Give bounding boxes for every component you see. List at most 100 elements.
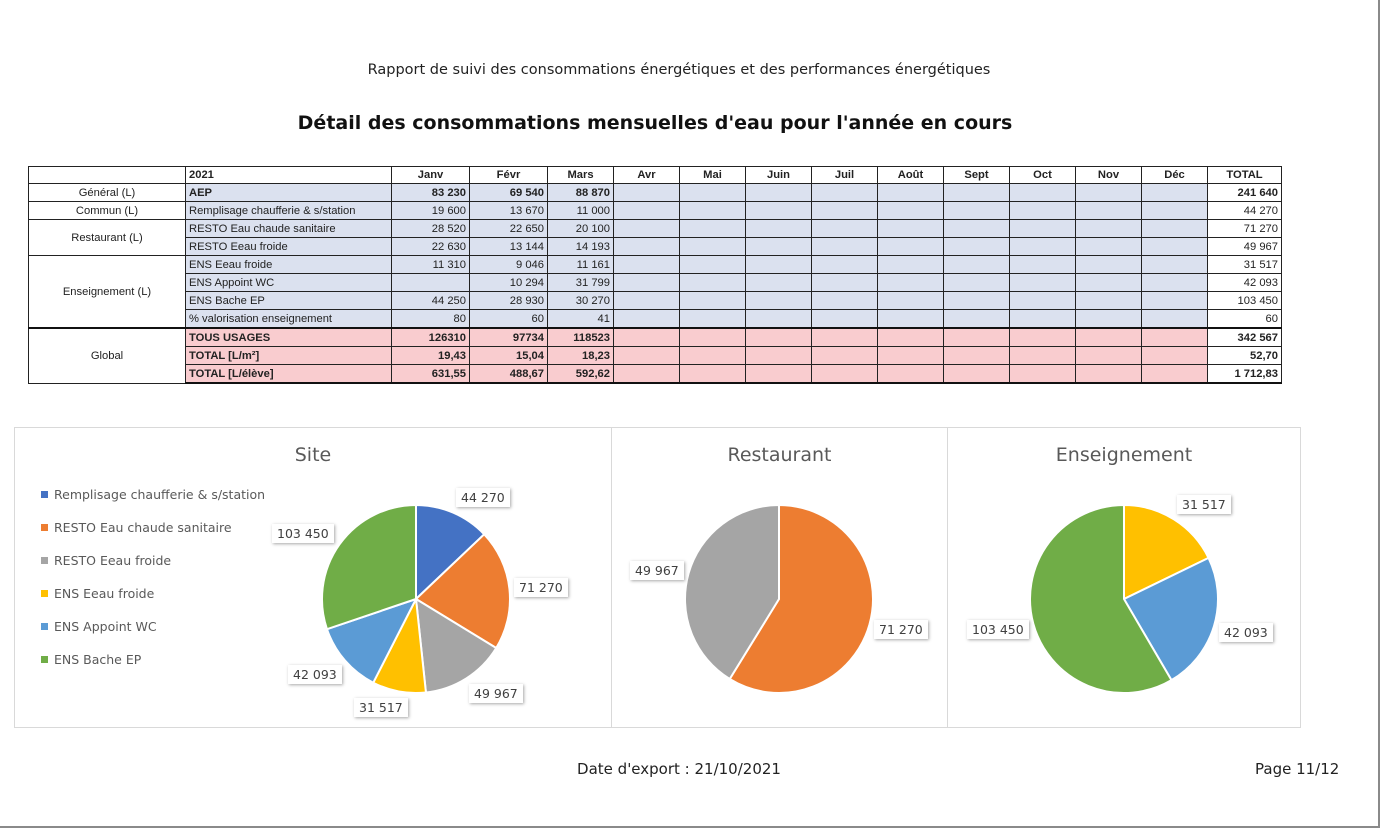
site-legend: Remplisage chaufferie & s/station RESTO E… bbox=[41, 478, 265, 676]
value-cell bbox=[679, 273, 746, 292]
table-body: 2021 Janv Févr Mars Avr Mai Juin Juil Ao… bbox=[28, 166, 1282, 384]
value-cell bbox=[1009, 201, 1076, 220]
total-cell: 49 967 bbox=[1207, 237, 1282, 256]
report-title: Détail des consommations mensuelles d'ea… bbox=[297, 112, 1013, 134]
value-cell bbox=[613, 237, 680, 256]
value-cell bbox=[745, 346, 812, 365]
data-label: 42 093 bbox=[288, 665, 342, 684]
value-cell bbox=[1075, 183, 1142, 202]
row-label: AEP bbox=[185, 183, 392, 202]
legend-item: ENS Eeau froide bbox=[41, 577, 265, 610]
value-cell bbox=[679, 364, 746, 384]
value-cell bbox=[1075, 273, 1142, 292]
legend-swatch bbox=[41, 656, 48, 663]
value-cell: 30 270 bbox=[547, 291, 614, 310]
value-cell bbox=[613, 273, 680, 292]
header-month: Juil bbox=[811, 166, 878, 184]
row-label: TOTAL [L/élève] bbox=[185, 364, 392, 384]
value-cell bbox=[745, 273, 812, 292]
legend-swatch bbox=[41, 623, 48, 630]
table-row: % valorisation enseignement 80 60 41 60 bbox=[29, 309, 1282, 329]
value-cell bbox=[613, 309, 680, 329]
value-cell bbox=[1141, 346, 1208, 365]
data-label: 42 093 bbox=[1219, 623, 1273, 642]
value-cell bbox=[811, 219, 878, 238]
legend-item: RESTO Eeau froide bbox=[41, 544, 265, 577]
value-cell bbox=[811, 364, 878, 384]
legend-label: ENS Eeau froide bbox=[54, 586, 155, 601]
value-cell bbox=[943, 183, 1010, 202]
value-cell bbox=[943, 309, 1010, 329]
value-cell bbox=[1141, 219, 1208, 238]
value-cell bbox=[943, 273, 1010, 292]
value-cell bbox=[679, 346, 746, 365]
header-month: Juin bbox=[745, 166, 812, 184]
legend-swatch bbox=[41, 524, 48, 531]
site-pie bbox=[321, 503, 511, 694]
value-cell bbox=[1141, 273, 1208, 292]
value-cell bbox=[745, 219, 812, 238]
table-row: RESTO Eeau froide 22 630 13 144 14 193 49 96… bbox=[29, 237, 1282, 256]
data-label: 49 967 bbox=[469, 684, 523, 703]
total-cell: 342 567 bbox=[1207, 327, 1282, 347]
value-cell bbox=[877, 219, 944, 238]
value-cell bbox=[943, 237, 1010, 256]
legend-swatch bbox=[41, 590, 48, 597]
row-label: % valorisation enseignement bbox=[185, 309, 392, 329]
pie-slice bbox=[414, 597, 498, 694]
value-cell: 22 650 bbox=[469, 219, 548, 238]
header-month: Mars bbox=[547, 166, 614, 184]
value-cell: 10 294 bbox=[469, 273, 548, 292]
value-cell: 19,43 bbox=[391, 346, 470, 365]
legend-swatch bbox=[41, 491, 48, 498]
pie-slice bbox=[1029, 503, 1173, 694]
value-cell: 11 310 bbox=[391, 255, 470, 274]
pie-slice bbox=[415, 503, 486, 602]
value-cell: 80 bbox=[391, 309, 470, 329]
group-label: Restaurant (L) bbox=[28, 219, 186, 256]
value-cell bbox=[613, 201, 680, 220]
value-cell bbox=[877, 255, 944, 274]
value-cell: 31 799 bbox=[547, 273, 614, 292]
legend-swatch bbox=[41, 557, 48, 564]
row-label: TOUS USAGES bbox=[185, 327, 392, 347]
header-month: Nov bbox=[1075, 166, 1142, 184]
value-cell bbox=[745, 327, 812, 347]
row-label: Remplisage chaufferie & s/station bbox=[185, 201, 392, 220]
pie-slice bbox=[1123, 503, 1210, 601]
value-cell bbox=[811, 183, 878, 202]
table-row: TOTAL [L/m²] 19,43 15,04 18,23 52,70 bbox=[29, 346, 1282, 365]
value-cell bbox=[1141, 364, 1208, 384]
data-label: 44 270 bbox=[456, 488, 510, 507]
pie-slice bbox=[325, 597, 419, 685]
pie-slice bbox=[1122, 556, 1219, 682]
value-cell: 592,62 bbox=[547, 364, 614, 384]
value-cell: 9 046 bbox=[469, 255, 548, 274]
row-label: TOTAL [L/m²] bbox=[185, 346, 392, 365]
header-month: Avr bbox=[613, 166, 680, 184]
value-cell bbox=[1009, 291, 1076, 310]
row-label: RESTO Eeau froide bbox=[185, 237, 392, 256]
value-cell bbox=[1141, 327, 1208, 347]
table-header-row: 2021 Janv Févr Mars Avr Mai Juin Juil Ao… bbox=[28, 166, 1282, 184]
value-cell: 11 000 bbox=[547, 201, 614, 220]
row-label: ENS Bache EP bbox=[185, 291, 392, 310]
total-cell: 103 450 bbox=[1207, 291, 1282, 310]
value-cell bbox=[1141, 183, 1208, 202]
value-cell bbox=[1009, 309, 1076, 329]
pie-slice bbox=[414, 532, 511, 650]
value-cell bbox=[943, 346, 1010, 365]
value-cell bbox=[613, 255, 680, 274]
value-cell: 20 100 bbox=[547, 219, 614, 238]
value-cell bbox=[745, 201, 812, 220]
value-cell bbox=[745, 237, 812, 256]
value-cell bbox=[679, 291, 746, 310]
header-month: Oct bbox=[1009, 166, 1076, 184]
legend-label: RESTO Eeau froide bbox=[54, 553, 172, 568]
pie-slice bbox=[684, 503, 780, 681]
table-row: Commun (L) Remplisage chaufferie & s/stat… bbox=[28, 201, 1282, 220]
value-cell bbox=[745, 255, 812, 274]
data-label: 103 450 bbox=[967, 620, 1029, 639]
table-row: Restaurant (L) RESTO Eau chaude sanitaire… bbox=[28, 219, 1282, 256]
value-cell bbox=[1075, 346, 1142, 365]
